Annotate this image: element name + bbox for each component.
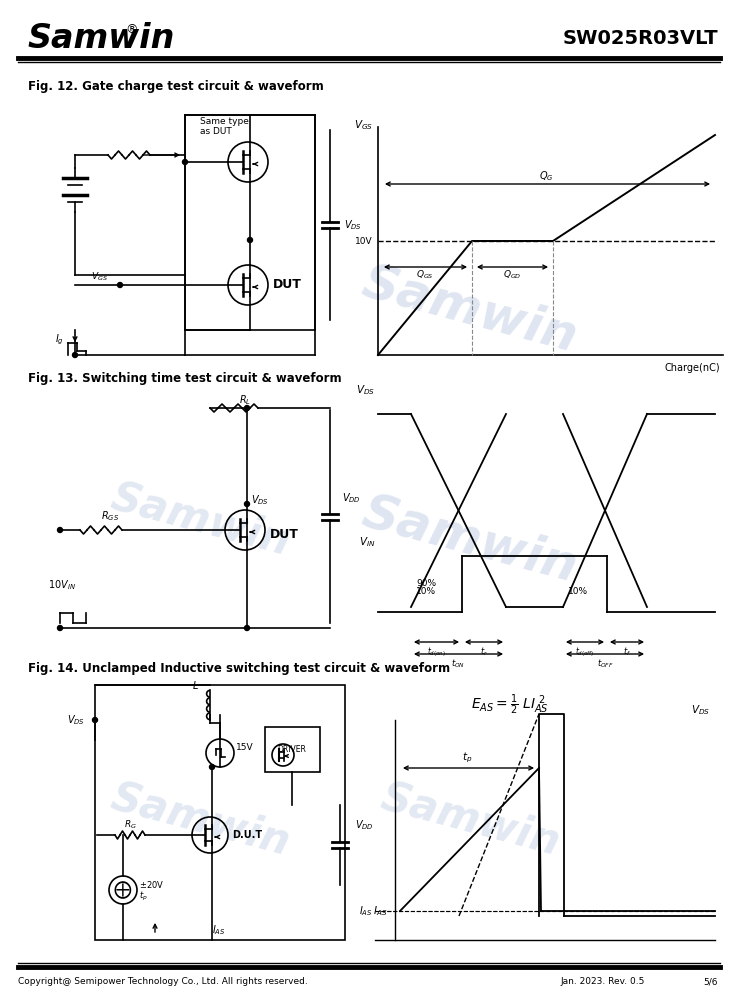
Text: Samwin: Samwin xyxy=(376,776,565,864)
Text: $V_{DS}$: $V_{DS}$ xyxy=(67,713,85,727)
Circle shape xyxy=(58,626,63,631)
Text: $E_{AS} = \frac{1}{2}\ L I_{AS}^{\ 2}$: $E_{AS} = \frac{1}{2}\ L I_{AS}^{\ 2}$ xyxy=(471,693,549,717)
Text: as DUT: as DUT xyxy=(200,127,232,136)
Text: $V_{IN}$: $V_{IN}$ xyxy=(359,535,375,549)
Text: Samwin: Samwin xyxy=(357,488,583,592)
Circle shape xyxy=(210,764,215,770)
Text: 10%: 10% xyxy=(416,587,436,596)
Text: 15V: 15V xyxy=(236,744,254,752)
Text: $I_{AS}$: $I_{AS}$ xyxy=(373,904,387,918)
Bar xyxy=(95,685,345,940)
Text: Same type: Same type xyxy=(200,117,249,126)
Circle shape xyxy=(92,718,97,722)
Text: $t_p$: $t_p$ xyxy=(462,751,472,765)
Text: $V_{DS}$: $V_{DS}$ xyxy=(344,218,362,232)
Bar xyxy=(265,727,320,772)
Circle shape xyxy=(182,159,187,164)
Text: Charge(nC): Charge(nC) xyxy=(664,363,720,373)
Text: $V_{GS}$: $V_{GS}$ xyxy=(91,271,108,283)
Text: $t_{ON}$: $t_{ON}$ xyxy=(452,658,466,670)
Text: $Q_{GS}$: $Q_{GS}$ xyxy=(416,269,434,281)
Text: Samwin: Samwin xyxy=(357,258,583,362)
Text: $I_{AS}$: $I_{AS}$ xyxy=(359,904,373,918)
Circle shape xyxy=(247,237,252,242)
Text: $L$: $L$ xyxy=(192,679,199,691)
Text: $I_{AS}$: $I_{AS}$ xyxy=(212,923,226,937)
Circle shape xyxy=(244,406,249,410)
Text: Samwin: Samwin xyxy=(106,776,294,864)
Text: $R_{GS}$: $R_{GS}$ xyxy=(101,509,119,523)
Text: $R_G$: $R_G$ xyxy=(123,819,137,831)
Text: ®: ® xyxy=(125,23,137,36)
Text: $t_p$: $t_p$ xyxy=(139,889,148,903)
Text: $V_{DS}$: $V_{DS}$ xyxy=(251,493,269,507)
Text: $t_f$: $t_f$ xyxy=(623,646,631,658)
Text: 10%: 10% xyxy=(568,587,588,596)
Text: DUT: DUT xyxy=(270,528,299,542)
Text: $t_{d(on)}$: $t_{d(on)}$ xyxy=(427,645,446,659)
Text: 10V: 10V xyxy=(356,236,373,245)
Text: Fig. 13. Switching time test circuit & waveform: Fig. 13. Switching time test circuit & w… xyxy=(28,372,342,385)
Text: $V_{GS}$: $V_{GS}$ xyxy=(354,118,373,132)
Text: $\pm$20V: $\pm$20V xyxy=(139,879,165,890)
Text: $\bigoplus$: $\bigoplus$ xyxy=(114,879,133,901)
Text: $V_{DS}$: $V_{DS}$ xyxy=(356,383,375,397)
Text: $R_L$: $R_L$ xyxy=(239,393,251,407)
Circle shape xyxy=(244,502,249,506)
Text: Fig. 12. Gate charge test circuit & waveform: Fig. 12. Gate charge test circuit & wave… xyxy=(28,80,324,93)
Text: Samwin: Samwin xyxy=(106,476,294,564)
Circle shape xyxy=(58,528,63,532)
Circle shape xyxy=(244,626,249,631)
Bar xyxy=(185,115,315,330)
Text: $t_r$: $t_r$ xyxy=(480,646,488,658)
Text: DUT: DUT xyxy=(273,278,302,292)
Text: $I_g$: $I_g$ xyxy=(55,333,64,347)
Text: $V_{DD}$: $V_{DD}$ xyxy=(355,818,374,832)
Text: 5/6: 5/6 xyxy=(703,978,718,986)
Text: Copyright@ Semipower Technology Co., Ltd. All rights reserved.: Copyright@ Semipower Technology Co., Ltd… xyxy=(18,978,308,986)
Circle shape xyxy=(117,282,123,288)
Text: $t_{OFF}$: $t_{OFF}$ xyxy=(596,658,613,670)
Text: $t_{d(off)}$: $t_{d(off)}$ xyxy=(576,645,595,659)
Text: D.U.T: D.U.T xyxy=(232,830,262,840)
Text: $10V_{IN}$: $10V_{IN}$ xyxy=(48,578,76,592)
Text: $Q_G$: $Q_G$ xyxy=(539,169,554,183)
Text: Samwin: Samwin xyxy=(28,21,176,54)
Text: DRIVER: DRIVER xyxy=(277,744,306,754)
Text: $V_{DS}$: $V_{DS}$ xyxy=(691,703,710,717)
Text: 90%: 90% xyxy=(416,578,436,587)
Text: Jan. 2023. Rev. 0.5: Jan. 2023. Rev. 0.5 xyxy=(560,978,644,986)
Circle shape xyxy=(72,353,77,358)
Text: Fig. 14. Unclamped Inductive switching test circuit & waveform: Fig. 14. Unclamped Inductive switching t… xyxy=(28,662,450,675)
Text: SW025R03VLT: SW025R03VLT xyxy=(562,28,718,47)
Text: $Q_{GD}$: $Q_{GD}$ xyxy=(503,269,522,281)
Text: $V_{DD}$: $V_{DD}$ xyxy=(342,491,361,505)
